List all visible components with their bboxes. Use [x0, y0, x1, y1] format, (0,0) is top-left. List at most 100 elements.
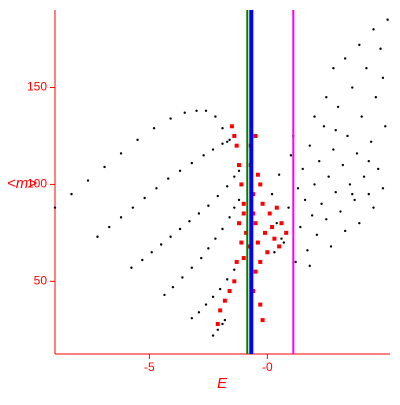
point [299, 225, 302, 229]
point [216, 328, 219, 331]
point [237, 221, 242, 226]
point [241, 201, 246, 206]
point [241, 256, 246, 261]
point [70, 192, 73, 196]
point [108, 225, 111, 229]
point [258, 302, 263, 307]
point [190, 316, 194, 320]
point [183, 111, 186, 114]
point [226, 140, 229, 143]
point [277, 173, 281, 176]
x-tick-label: -0 [262, 360, 273, 374]
point [372, 28, 375, 31]
point [258, 182, 263, 187]
point [155, 187, 158, 190]
point [275, 221, 278, 225]
y-tick-label: 50 [34, 273, 48, 287]
point [204, 303, 208, 306]
point [355, 152, 359, 155]
point [255, 240, 260, 245]
point [233, 175, 236, 178]
point [374, 96, 378, 99]
point [232, 133, 237, 138]
point [327, 175, 330, 178]
point [279, 221, 284, 226]
point [228, 138, 231, 142]
point [246, 244, 251, 249]
point [218, 287, 222, 291]
point [136, 138, 139, 142]
point [358, 221, 361, 225]
point [367, 192, 370, 196]
point [262, 230, 267, 235]
point [270, 225, 275, 230]
point [227, 289, 232, 294]
point [216, 194, 219, 198]
point [96, 235, 99, 238]
point [178, 227, 182, 231]
point [294, 260, 297, 264]
y-tick-label: 150 [27, 80, 47, 94]
point [159, 243, 163, 246]
point [178, 169, 182, 173]
point [386, 18, 389, 21]
point [306, 249, 309, 252]
point [360, 115, 363, 118]
point [258, 259, 263, 264]
point [362, 175, 366, 178]
point [329, 245, 333, 248]
point [267, 211, 272, 216]
point [367, 159, 370, 163]
point [322, 125, 326, 128]
point [260, 318, 265, 323]
point [313, 115, 316, 118]
point [244, 230, 249, 235]
point [341, 163, 345, 167]
point [221, 142, 224, 145]
point [303, 198, 307, 202]
point [372, 206, 375, 209]
point [381, 76, 385, 80]
y-tick-label: 100 [27, 177, 47, 191]
point [226, 278, 229, 281]
point [239, 182, 244, 187]
point [181, 276, 184, 279]
point [239, 240, 244, 245]
point [282, 241, 286, 244]
point [223, 318, 227, 322]
point [167, 177, 170, 180]
point [233, 206, 236, 209]
point [343, 57, 347, 60]
point [289, 154, 293, 157]
point [195, 109, 198, 112]
point [119, 152, 123, 155]
point [207, 204, 210, 207]
point [221, 322, 224, 326]
x-axis-label: E [217, 375, 228, 392]
point [381, 187, 385, 190]
point [325, 96, 328, 99]
point [379, 47, 382, 50]
point [221, 127, 224, 130]
point [332, 148, 335, 151]
point [228, 216, 231, 219]
point [313, 183, 316, 186]
point [229, 124, 234, 129]
point [253, 269, 258, 274]
point [332, 66, 335, 70]
point [308, 264, 311, 268]
point [351, 192, 354, 196]
point [377, 167, 380, 171]
point [234, 143, 239, 148]
point [241, 211, 246, 216]
point [202, 154, 205, 157]
point [237, 198, 241, 202]
point [188, 220, 191, 223]
point [308, 144, 311, 147]
point [318, 159, 321, 163]
point [277, 244, 282, 249]
point [346, 134, 349, 138]
point [274, 205, 279, 210]
point [334, 190, 337, 194]
x-tick-label: -5 [144, 360, 155, 374]
